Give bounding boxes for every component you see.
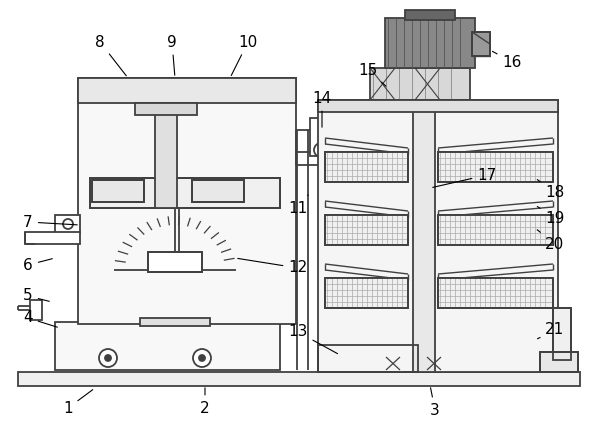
Bar bbox=[385, 18, 475, 68]
Bar bbox=[318, 100, 558, 112]
Text: 8: 8 bbox=[95, 35, 126, 76]
Text: 12: 12 bbox=[238, 258, 308, 275]
Text: 5: 5 bbox=[23, 288, 49, 303]
Bar bbox=[18, 372, 580, 386]
Bar bbox=[192, 180, 244, 202]
Bar bbox=[318, 100, 558, 372]
Text: 10: 10 bbox=[231, 35, 257, 76]
Circle shape bbox=[63, 219, 73, 229]
Bar bbox=[148, 252, 202, 272]
Bar bbox=[30, 300, 42, 320]
Text: 20: 20 bbox=[537, 230, 565, 252]
Bar bbox=[78, 78, 296, 324]
Bar bbox=[318, 345, 418, 372]
Bar bbox=[438, 278, 553, 308]
Bar bbox=[90, 178, 280, 208]
Bar bbox=[78, 78, 296, 103]
Bar bbox=[310, 118, 332, 156]
Bar bbox=[90, 178, 280, 208]
Text: 11: 11 bbox=[289, 195, 308, 215]
Bar bbox=[405, 10, 455, 20]
Bar bbox=[540, 352, 578, 372]
Bar bbox=[325, 215, 408, 245]
Text: 18: 18 bbox=[537, 180, 565, 200]
Bar bbox=[92, 180, 144, 202]
Bar bbox=[325, 215, 408, 245]
Circle shape bbox=[193, 349, 211, 367]
Bar bbox=[55, 215, 80, 233]
Bar bbox=[553, 308, 571, 360]
Text: 21: 21 bbox=[538, 322, 565, 339]
Text: 16: 16 bbox=[493, 51, 521, 69]
Bar bbox=[438, 152, 553, 182]
Bar bbox=[438, 278, 553, 308]
Bar bbox=[325, 152, 408, 182]
Bar bbox=[472, 32, 490, 56]
Bar bbox=[438, 152, 553, 182]
Bar bbox=[325, 278, 408, 308]
Text: 13: 13 bbox=[289, 324, 338, 354]
Text: 2: 2 bbox=[200, 388, 210, 415]
Bar bbox=[92, 180, 144, 202]
Bar bbox=[413, 100, 435, 372]
Bar bbox=[318, 345, 418, 372]
Bar bbox=[472, 32, 490, 56]
Text: 19: 19 bbox=[538, 206, 565, 225]
Bar bbox=[148, 252, 202, 272]
Circle shape bbox=[199, 355, 205, 361]
Text: 17: 17 bbox=[433, 168, 497, 187]
Bar bbox=[135, 103, 197, 115]
Text: 15: 15 bbox=[358, 63, 386, 86]
Bar bbox=[370, 68, 470, 100]
Bar bbox=[155, 103, 177, 208]
Bar bbox=[540, 352, 578, 372]
Text: 1: 1 bbox=[63, 390, 93, 415]
Text: 9: 9 bbox=[167, 35, 177, 75]
Text: 4: 4 bbox=[23, 310, 58, 327]
Circle shape bbox=[105, 355, 111, 361]
Bar bbox=[438, 215, 553, 245]
Circle shape bbox=[314, 143, 328, 157]
Bar bbox=[192, 180, 244, 202]
Bar bbox=[325, 278, 408, 308]
Text: 3: 3 bbox=[430, 388, 440, 418]
Bar bbox=[553, 308, 571, 360]
Bar bbox=[55, 322, 280, 370]
Text: 14: 14 bbox=[313, 91, 332, 127]
Bar bbox=[25, 232, 80, 244]
Bar bbox=[140, 318, 210, 326]
Text: 7: 7 bbox=[23, 214, 77, 230]
Bar bbox=[325, 152, 408, 182]
Bar bbox=[438, 215, 553, 245]
Text: 6: 6 bbox=[23, 258, 52, 272]
Circle shape bbox=[99, 349, 117, 367]
